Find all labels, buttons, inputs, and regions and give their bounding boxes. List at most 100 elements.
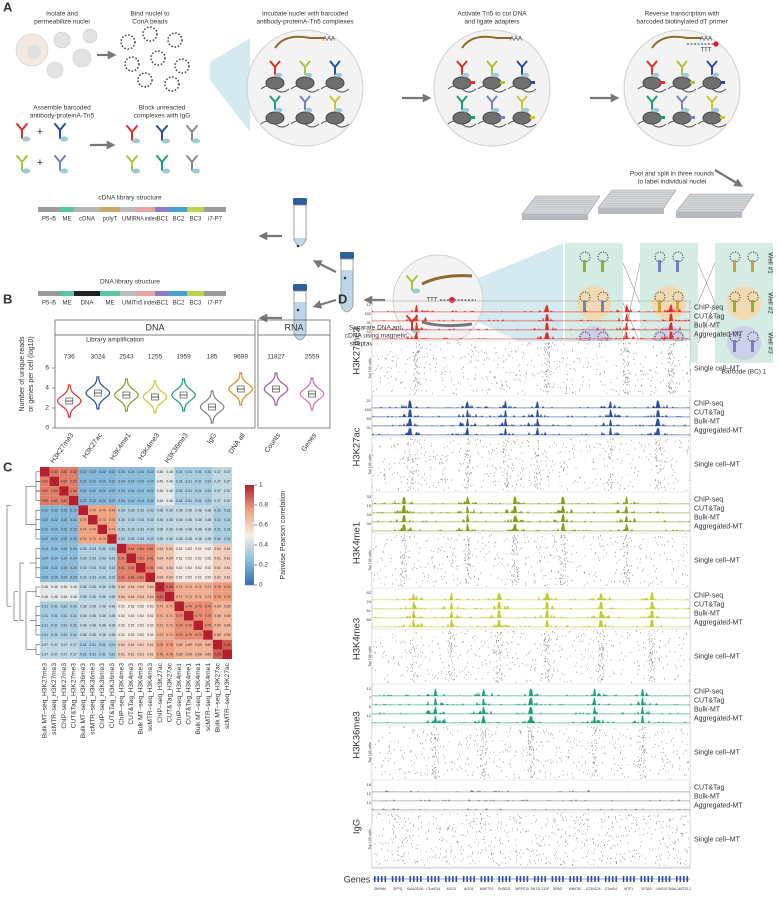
heatmap-cell [68, 534, 79, 544]
heatmap-cell-label: 0.22 [109, 480, 116, 484]
tube-cap [293, 284, 307, 291]
heatmap-cell [164, 582, 175, 592]
heatmap-cell [40, 467, 50, 477]
gene-exon [462, 876, 465, 882]
colorbar-step [245, 499, 254, 502]
heatmap-cell [40, 649, 50, 659]
library-segment-label: BC1 [157, 217, 169, 223]
heatmap-cell [222, 486, 232, 496]
gene-exon [604, 876, 607, 882]
library-segment [60, 291, 74, 296]
track-label: CUT&Tag [694, 601, 724, 608]
gene-exon [416, 876, 419, 882]
column-label: ChIP–seq_H3K4me1 [176, 663, 183, 725]
gene-exon [668, 876, 671, 882]
heatmap-cell [59, 630, 69, 640]
colorbar-step [245, 565, 254, 568]
dendrogram [35, 615, 40, 626]
nucleosome [512, 76, 532, 90]
gene-exon [640, 876, 643, 882]
heatmap-cell-label: 0.38 [99, 614, 106, 618]
group-frame [257, 319, 331, 429]
y-axis-label: Number of unique reads [19, 336, 26, 412]
heatmap-cell-label: 0.36 [157, 518, 164, 522]
y-tick-label: 4 [45, 385, 49, 392]
heatmap-cell [193, 476, 204, 487]
category-label: H3K36me3 [164, 432, 190, 465]
heatmap-cell [164, 534, 175, 544]
column-label: Bulk MT–seq_H3K27ac [214, 662, 221, 732]
step-label: complexes with IgG [134, 113, 191, 120]
heatmap-cell-label: 0.76 [224, 585, 231, 589]
heatmap-cell-label: 0.24 [51, 576, 58, 580]
gene-exon [643, 876, 646, 882]
heatmap-cell [164, 467, 175, 477]
gene-name: AL162732.2 [673, 887, 691, 891]
barcode-bar [583, 260, 586, 272]
heatmap-cell-label: 0.38 [195, 537, 202, 541]
nucleosome [325, 111, 345, 125]
bead [654, 291, 666, 303]
heatmap-cell-label: 0.64 [166, 576, 173, 580]
top-cells-label: Top 100 cells [368, 358, 372, 379]
heatmap-cell [203, 553, 213, 563]
heatmap-cell [203, 620, 213, 631]
heatmap-cell [116, 495, 127, 506]
heatmap-cell [145, 611, 156, 621]
protein-a [162, 138, 170, 144]
nucleosome [702, 76, 722, 90]
heatmap-cell-label: 0.81 [128, 566, 135, 570]
heatmap-cell [126, 591, 136, 602]
plate-side [676, 212, 742, 218]
heatmap-cell-label: 0.38 [109, 624, 116, 628]
column-label: Bulk MT–seq_H3K4me3 [138, 663, 145, 735]
gene-name: MINOS1 [569, 887, 582, 891]
heatmap-cell-label: 0.79 [205, 614, 212, 618]
protein-a [305, 107, 313, 113]
heatmap-cell [203, 630, 213, 640]
heatmap-cell-label: 0.33 [137, 518, 144, 522]
heatmap-cell [88, 467, 98, 477]
bead [729, 291, 741, 303]
single-cell-block [371, 628, 691, 685]
heatmap-cell [126, 534, 136, 544]
protein-a [712, 72, 720, 78]
heatmap-cell-label: 0.52 [176, 566, 183, 570]
coverage-track [372, 610, 690, 618]
category-label: IgG [206, 432, 218, 445]
protein-a [522, 107, 530, 113]
poly-a-label: AAA [323, 37, 335, 43]
heatmap-cell-label: 0.52 [195, 576, 202, 580]
single-cell-label: Single cell–MT [694, 836, 741, 843]
heatmap-cell [88, 591, 98, 602]
heatmap-cell [78, 524, 88, 535]
bead [597, 291, 609, 303]
heatmap-cell-label: 0.31 [41, 614, 48, 618]
library-segment-label: BC1 [157, 301, 169, 307]
step-label: Reverse transcription with [645, 11, 720, 18]
group-label: DNA [145, 322, 164, 332]
heatmap-cell [78, 639, 88, 650]
step-label: and ligate adapters [464, 19, 520, 26]
track-label: CUT&Tag [694, 313, 724, 320]
mrna [274, 35, 324, 49]
antibody [456, 60, 468, 76]
heatmap-cell [40, 611, 50, 621]
heatmap-cell [145, 467, 156, 477]
heatmap-cell-label: 0.52 [176, 576, 183, 580]
heatmap-cell [40, 476, 50, 487]
heatmap-cell [136, 543, 146, 554]
heatmap-cell [78, 582, 88, 592]
dendrogram [35, 490, 40, 501]
barcode-bar [733, 260, 736, 272]
heatmap-cell [155, 591, 165, 602]
gene-exon [523, 876, 525, 882]
single-cell-label: Single cell–MT [694, 557, 741, 564]
heatmap-cell [116, 630, 127, 640]
heatmap-cell [193, 639, 204, 650]
bead [672, 331, 684, 343]
heatmap-cell [78, 505, 88, 515]
heatmap-cell-label: 0.36 [89, 585, 96, 589]
heatmap-cell-label: 1 [63, 489, 65, 493]
antibody [676, 60, 688, 76]
